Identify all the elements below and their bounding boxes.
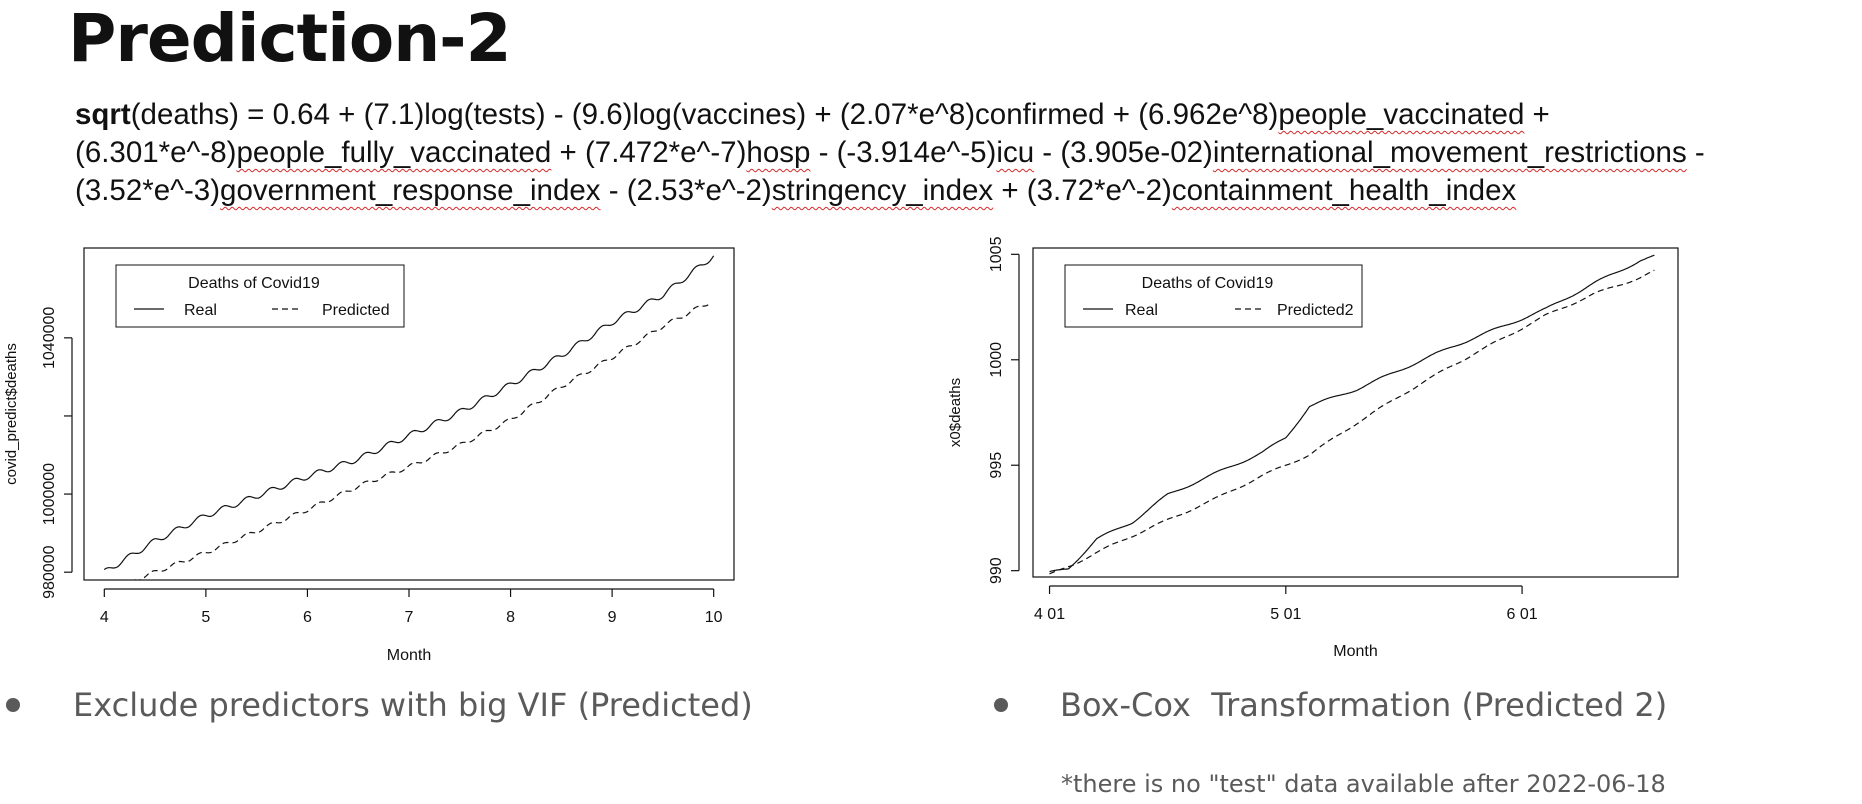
y-tick-label: 1000	[988, 342, 1005, 378]
x-tick-label: 4	[100, 609, 109, 626]
x-axis: 4 01 5 01 6 01	[1034, 585, 1538, 623]
x-tick-label: 8	[506, 609, 515, 626]
x-tick-label: 9	[608, 609, 617, 626]
x-tick-label: 10	[705, 609, 723, 626]
x-tick-label: 5	[201, 609, 210, 626]
legend-title: Deaths of Covid19	[188, 275, 320, 292]
equation-term: - (-3.914e^-5)	[810, 136, 997, 169]
equation-variable: icu	[996, 136, 1035, 169]
x-axis-title: Month	[387, 647, 431, 664]
y-tick-label: 980000	[41, 545, 58, 598]
bullet-text-vif: Exclude predictors with big VIF (Predict…	[73, 686, 753, 724]
series-line-predicted	[134, 304, 709, 580]
y-tick-label: 995	[988, 452, 1005, 479]
x-tick-label: 4 01	[1034, 606, 1065, 623]
legend-title: Deaths of Covid19	[1142, 275, 1274, 292]
equation-term: (deaths) = 0.64 + (7.1)log(tests) - (9.6…	[130, 98, 1279, 131]
equation-variable: international_movement_restrictions	[1212, 136, 1687, 169]
y-axis: 980000 1000000 1040000	[41, 307, 73, 599]
equation-term: - (3.52*e^-3)	[75, 136, 1730, 207]
y-tick-label: 1040000	[41, 307, 58, 369]
slide-title: Prediction-2	[68, 0, 511, 77]
equation-term: - (2.53*e^-2)	[600, 174, 772, 207]
legend-box	[1064, 264, 1363, 328]
y-axis-title: covid_predict$deaths	[3, 343, 20, 485]
chart-predicted2: 4 01 5 01 6 01 990 995 1000 1005 Month x0$deaths…	[947, 236, 1679, 660]
bullet-dot	[6, 698, 20, 712]
equation-variable: hosp	[746, 136, 811, 169]
series-line-real	[1049, 254, 1655, 573]
equation-term: + (6.301*e^-8)	[75, 98, 1558, 169]
legend: Deaths of Covid19 Real Predicted	[115, 264, 405, 328]
x-axis-title: Month	[1333, 643, 1377, 660]
series-line-real	[103, 255, 715, 571]
x-tick-label: 7	[405, 609, 414, 626]
bullet-dot	[994, 698, 1008, 712]
y-tick-label: 1000000	[41, 463, 58, 525]
chart-predicted: 4 5 6 7 8 9 10 980000 1000000 1040000 Month covid_p…	[3, 247, 735, 664]
y-axis: 990 995 1000 1005	[988, 236, 1020, 584]
regression-equation: sqrt(deaths) = 0.64 + (7.1)log(tests) - …	[75, 96, 1862, 210]
equation-variable: government_response_index	[220, 174, 601, 207]
y-axis-title: x0$deaths	[947, 378, 964, 447]
equation-variable: people_fully_vaccinated	[236, 136, 552, 169]
y-tick-label: 990	[988, 557, 1005, 584]
x-tick-label: 5 01	[1270, 606, 1301, 623]
footnote: *there is no "test" data available after…	[1061, 770, 1666, 798]
legend-label: Real	[1125, 302, 1158, 319]
equation-term: - (3.905e-02)	[1034, 136, 1213, 169]
legend-label: Predicted	[322, 302, 390, 319]
equation-term: + (7.472*e^-7)	[551, 136, 747, 169]
series-line-predicted2	[1049, 269, 1655, 575]
equation-variable: stringency_index	[771, 174, 994, 207]
x-axis: 4 5 6 7 8 9 10	[100, 588, 723, 626]
bullet-item-boxcox: Box-Cox Transformation (Predicted 2)	[994, 686, 1667, 724]
legend-box	[115, 264, 405, 328]
equation-variable: containment_health_index	[1171, 174, 1517, 207]
equation-sqrt: sqrt	[75, 98, 131, 131]
bullet-text-boxcox: Box-Cox Transformation (Predicted 2)	[1060, 686, 1668, 724]
plot-frame	[1032, 247, 1679, 578]
legend-label: Predicted2	[1277, 302, 1354, 319]
bullet-item-vif: Exclude predictors with big VIF (Predict…	[6, 686, 753, 724]
y-tick-label: 1005	[988, 236, 1005, 272]
legend-label: Real	[184, 302, 217, 319]
equation-variable: people_vaccinated	[1278, 98, 1525, 131]
equation-term: + (3.72*e^-2)	[993, 174, 1172, 207]
x-tick-label: 6	[303, 609, 312, 626]
legend: Deaths of Covid19 Real Predicted2	[1064, 264, 1363, 328]
x-tick-label: 6 01	[1506, 606, 1537, 623]
plot-frame	[83, 247, 735, 581]
